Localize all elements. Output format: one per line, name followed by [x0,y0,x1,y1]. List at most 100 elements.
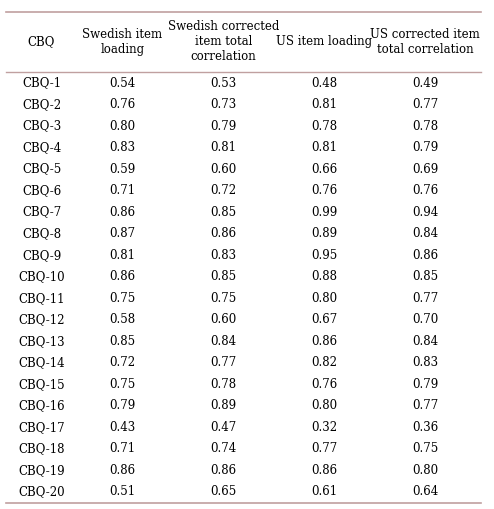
Text: 0.84: 0.84 [210,335,236,348]
Text: 0.86: 0.86 [412,248,438,262]
Text: CBQ-19: CBQ-19 [18,464,65,477]
Text: 0.81: 0.81 [311,98,337,111]
Text: 0.89: 0.89 [311,227,337,240]
Text: 0.87: 0.87 [109,227,135,240]
Text: 0.76: 0.76 [311,378,337,391]
Text: CBQ-12: CBQ-12 [18,313,65,326]
Text: 0.85: 0.85 [412,270,438,283]
Text: 0.79: 0.79 [412,141,438,154]
Text: 0.60: 0.60 [210,313,236,326]
Text: 0.47: 0.47 [210,421,236,434]
Text: 0.72: 0.72 [210,184,236,197]
Text: 0.83: 0.83 [210,248,236,262]
Text: 0.84: 0.84 [412,227,438,240]
Text: 0.84: 0.84 [412,335,438,348]
Text: 0.69: 0.69 [412,162,438,176]
Text: CBQ-5: CBQ-5 [22,162,61,176]
Text: 0.86: 0.86 [109,206,135,218]
Text: CBQ-14: CBQ-14 [18,356,65,369]
Text: CBQ-15: CBQ-15 [18,378,65,391]
Text: 0.86: 0.86 [311,464,337,477]
Text: 0.86: 0.86 [109,270,135,283]
Text: 0.72: 0.72 [109,356,135,369]
Text: 0.79: 0.79 [210,120,236,132]
Text: 0.86: 0.86 [109,464,135,477]
Text: 0.83: 0.83 [412,356,438,369]
Text: 0.73: 0.73 [210,98,236,111]
Text: CBQ-2: CBQ-2 [22,98,61,111]
Text: CBQ-3: CBQ-3 [22,120,61,132]
Text: CBQ-11: CBQ-11 [18,292,65,305]
Text: CBQ-20: CBQ-20 [18,485,65,498]
Text: CBQ-13: CBQ-13 [18,335,65,348]
Text: 0.78: 0.78 [311,120,337,132]
Text: 0.58: 0.58 [109,313,135,326]
Text: 0.85: 0.85 [210,206,236,218]
Text: US corrected item
total correlation: US corrected item total correlation [370,28,480,56]
Text: 0.86: 0.86 [311,335,337,348]
Text: 0.75: 0.75 [109,378,135,391]
Text: Swedish item
loading: Swedish item loading [82,28,163,56]
Text: 0.54: 0.54 [109,76,135,90]
Text: 0.75: 0.75 [109,292,135,305]
Text: 0.75: 0.75 [210,292,236,305]
Text: 0.78: 0.78 [412,120,438,132]
Text: 0.67: 0.67 [311,313,337,326]
Text: 0.78: 0.78 [210,378,236,391]
Text: CBQ-6: CBQ-6 [22,184,61,197]
Text: 0.83: 0.83 [109,141,135,154]
Text: 0.86: 0.86 [210,464,236,477]
Text: 0.49: 0.49 [412,76,438,90]
Text: Swedish corrected
item total
correlation: Swedish corrected item total correlation [167,20,279,64]
Text: 0.77: 0.77 [412,98,438,111]
Text: CBQ-8: CBQ-8 [22,227,61,240]
Text: CBQ-18: CBQ-18 [18,442,65,455]
Text: 0.60: 0.60 [210,162,236,176]
Text: CBQ-1: CBQ-1 [22,76,61,90]
Text: 0.65: 0.65 [210,485,236,498]
Text: CBQ-7: CBQ-7 [22,206,61,218]
Text: 0.89: 0.89 [210,399,236,412]
Text: 0.82: 0.82 [311,356,337,369]
Text: 0.81: 0.81 [311,141,337,154]
Text: 0.85: 0.85 [210,270,236,283]
Text: 0.85: 0.85 [109,335,135,348]
Text: CBQ-17: CBQ-17 [18,421,65,434]
Text: 0.99: 0.99 [311,206,337,218]
Text: 0.86: 0.86 [210,227,236,240]
Text: 0.94: 0.94 [412,206,438,218]
Text: 0.51: 0.51 [109,485,135,498]
Text: CBQ-4: CBQ-4 [22,141,61,154]
Text: 0.80: 0.80 [109,120,135,132]
Text: CBQ-10: CBQ-10 [18,270,65,283]
Text: 0.76: 0.76 [109,98,135,111]
Text: 0.77: 0.77 [412,292,438,305]
Text: 0.81: 0.81 [210,141,236,154]
Text: 0.71: 0.71 [109,442,135,455]
Text: 0.61: 0.61 [311,485,337,498]
Text: 0.77: 0.77 [311,442,337,455]
Text: 0.79: 0.79 [109,399,135,412]
Text: 0.32: 0.32 [311,421,337,434]
Text: 0.76: 0.76 [412,184,438,197]
Text: 0.59: 0.59 [109,162,135,176]
Text: 0.79: 0.79 [412,378,438,391]
Text: 0.80: 0.80 [311,292,337,305]
Text: 0.76: 0.76 [311,184,337,197]
Text: US item loading: US item loading [276,36,372,48]
Text: 0.36: 0.36 [412,421,438,434]
Text: 0.71: 0.71 [109,184,135,197]
Text: CBQ: CBQ [28,36,55,48]
Text: 0.64: 0.64 [412,485,438,498]
Text: 0.74: 0.74 [210,442,236,455]
Text: CBQ-9: CBQ-9 [22,248,61,262]
Text: 0.77: 0.77 [412,399,438,412]
Text: 0.80: 0.80 [311,399,337,412]
Text: 0.77: 0.77 [210,356,236,369]
Text: 0.66: 0.66 [311,162,337,176]
Text: 0.95: 0.95 [311,248,337,262]
Text: 0.75: 0.75 [412,442,438,455]
Text: 0.48: 0.48 [311,76,337,90]
Text: 0.88: 0.88 [311,270,337,283]
Text: 0.53: 0.53 [210,76,236,90]
